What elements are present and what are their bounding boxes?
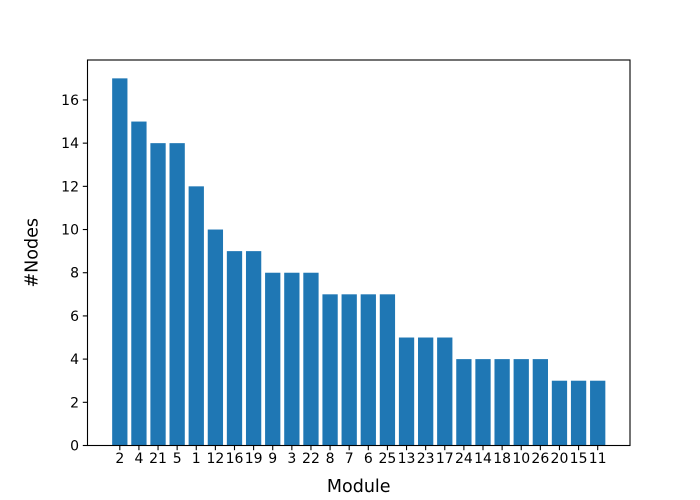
y-tick-label: 4: [70, 352, 79, 368]
x-tick-label: 18: [493, 451, 511, 467]
bar: [188, 186, 204, 446]
x-tick-label: 14: [474, 451, 492, 467]
bar: [360, 294, 376, 446]
x-tick-label: 12: [206, 451, 224, 467]
bar: [245, 251, 262, 446]
x-tick-label: 20: [551, 451, 569, 467]
x-tick-label: 7: [345, 451, 354, 467]
bar: [398, 337, 415, 446]
x-tick-label: 13: [398, 451, 416, 467]
bar: [207, 229, 224, 446]
y-tick-label: 16: [61, 93, 79, 109]
x-tick-label: 3: [287, 451, 296, 467]
y-tick-label: 14: [61, 136, 79, 152]
bar: [570, 380, 587, 446]
x-tick-label: 21: [149, 451, 167, 467]
bar: [379, 294, 396, 446]
y-tick-label: 8: [70, 266, 79, 282]
x-tick-label: 11: [589, 451, 607, 467]
x-tick-label: 5: [173, 451, 182, 467]
bar: [513, 359, 529, 446]
x-tick-label: 24: [455, 451, 473, 467]
bar: [265, 272, 281, 446]
x-tick-label: 9: [268, 451, 277, 467]
bar: [284, 272, 300, 446]
x-tick-label: 22: [302, 451, 320, 467]
bar: [169, 143, 185, 446]
bar: [475, 359, 491, 446]
bar: [112, 78, 128, 446]
x-tick-label: 25: [379, 451, 397, 467]
bar: [590, 380, 606, 446]
bar: [551, 380, 568, 446]
y-tick-label: 2: [70, 395, 79, 411]
y-axis-label: #Nodes: [23, 218, 43, 287]
bar: [226, 251, 243, 446]
x-tick-label: 23: [417, 451, 435, 467]
bar: [341, 294, 357, 446]
x-tick-label: 2: [115, 451, 124, 467]
y-tick-label: 10: [61, 223, 79, 239]
bar: [322, 294, 338, 446]
bars-layer: [112, 78, 606, 446]
plot-area-border: [86, 59, 631, 447]
y-tick-label: 6: [70, 309, 79, 325]
bar: [494, 359, 510, 446]
x-tick-label: 16: [226, 451, 244, 467]
x-tick-label: 8: [326, 451, 335, 467]
bar: [532, 359, 548, 446]
bar: [418, 337, 434, 446]
x-tick-label: 4: [134, 451, 143, 467]
x-axis-label: Module: [327, 477, 391, 497]
x-tick-label: 10: [512, 451, 530, 467]
bar: [131, 121, 147, 446]
x-tick-label: 26: [531, 451, 549, 467]
bar: [303, 272, 319, 446]
x-tick-label: 1: [192, 451, 201, 467]
y-tick-label: 12: [61, 179, 79, 195]
bar: [437, 337, 453, 446]
x-tick-label: 15: [570, 451, 588, 467]
x-tick-label: 6: [364, 451, 373, 467]
x-tick-label: 17: [436, 451, 454, 467]
bar: [456, 359, 472, 446]
axes-ticks-layer: 2 4 21 5 1 12 16 19 9 3 22 8 7 6 25 13 23 17 24 14 18 10 26 20 1…: [61, 93, 606, 467]
y-tick-label: 0: [70, 439, 79, 455]
bar: [150, 143, 166, 446]
x-tick-label: 19: [245, 451, 263, 467]
